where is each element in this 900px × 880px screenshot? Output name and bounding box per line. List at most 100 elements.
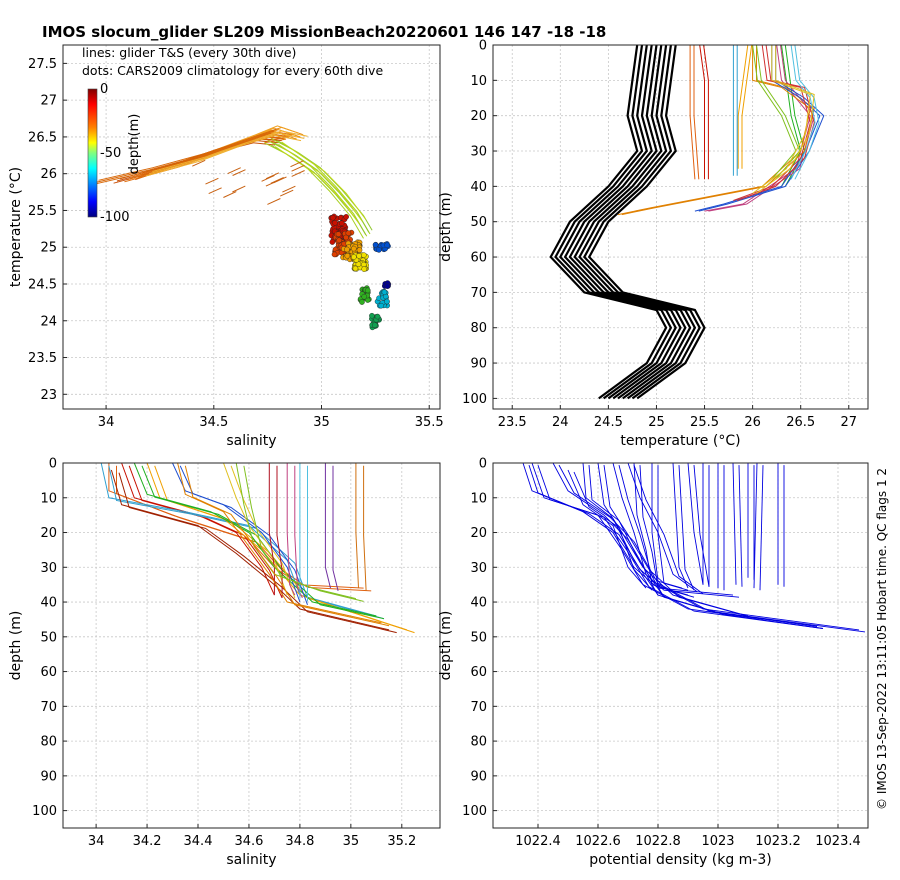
x-tick-label: 23.5	[498, 415, 527, 430]
climatology-dot	[336, 237, 342, 244]
density-profile	[672, 463, 689, 589]
climatology-dot	[376, 247, 382, 253]
density-profile	[627, 463, 698, 592]
glider-temperature-profile	[794, 45, 820, 180]
climatology-dot	[381, 289, 388, 296]
colorbar-tick-label: -100	[100, 210, 130, 225]
climatology-dot	[361, 266, 367, 272]
y-tick-label: 23	[40, 388, 57, 403]
climatology-profile	[558, 45, 677, 400]
x-tick-label: 25	[648, 415, 665, 430]
density-profile	[573, 471, 653, 591]
glider-ts-fragment	[291, 164, 305, 172]
density-profile	[678, 465, 695, 591]
climatology-dot	[384, 242, 390, 249]
x-tick-label: 24.5	[594, 415, 623, 430]
climatology-dot	[331, 251, 338, 258]
plot-content	[100, 463, 415, 634]
glider-ts-fragment	[290, 160, 304, 168]
density-profile	[687, 463, 704, 585]
salinity-profile	[128, 465, 283, 599]
y-tick-label: 24	[40, 314, 57, 329]
climatology-profile	[563, 45, 682, 400]
y-tick-label: 60	[40, 665, 57, 680]
salinity-profile	[154, 465, 415, 634]
climatology-dot	[384, 298, 390, 305]
glider-temperature-profile	[737, 45, 815, 201]
axes-frame	[62, 44, 441, 410]
y-tick-label: 20	[40, 526, 57, 541]
y-tick-label: 100	[462, 392, 487, 407]
glider-ts-fragment	[261, 174, 275, 182]
climatology-dot	[372, 242, 379, 248]
x-tick-label: 35.2	[387, 834, 416, 849]
axes-frame	[492, 462, 869, 829]
y-tick-label: 10	[470, 74, 487, 89]
glider-ts-fragment	[232, 169, 246, 176]
glider-ts-fragment	[205, 177, 219, 185]
climatology-dot	[343, 234, 349, 241]
glider-ts-fragment	[208, 187, 222, 195]
glider-temperature-profile	[781, 45, 802, 187]
climatology-dot	[361, 293, 368, 300]
glider-temperature-profile	[694, 45, 821, 212]
climatology-dot	[369, 312, 375, 319]
glider-temperature-profile	[689, 45, 696, 180]
y-tick-label: 90	[40, 769, 57, 784]
glider-ts-fragment	[223, 191, 237, 198]
density-profile	[732, 463, 737, 585]
glider-ts-fragment	[265, 179, 280, 187]
density-profile	[567, 469, 647, 589]
annotation-text: lines: glider T&S (every 30th dive)	[82, 45, 296, 60]
glider-ts-line	[95, 130, 275, 183]
x-axis-label: salinity	[226, 433, 276, 449]
climatology-profile	[578, 45, 697, 400]
x-axis-label: temperature (°C)	[620, 433, 740, 449]
y-tick-label: 20	[470, 526, 487, 541]
y-tick-label: 50	[470, 215, 487, 230]
y-tick-label: 100	[462, 804, 487, 819]
y-tick-label: 40	[40, 596, 57, 611]
climatology-dot	[364, 287, 371, 294]
climatology-profile	[568, 45, 687, 400]
salinity-profile	[332, 465, 339, 592]
salinity-profile	[243, 465, 364, 602]
x-tick-label: 1022.8	[635, 834, 681, 849]
glider-temperature-profile	[704, 45, 811, 212]
y-tick-label: 60	[470, 251, 487, 266]
climatology-profile	[582, 45, 701, 400]
ts-diagram-panel: lines: glider T&S (every 30th dive) dots:…	[8, 44, 444, 449]
salinity-profile	[177, 463, 382, 624]
y-tick-label: 70	[470, 286, 487, 301]
salinity-profile	[286, 463, 296, 596]
plot-content	[522, 463, 866, 633]
glider-ts-line	[281, 141, 367, 220]
y-tick-label: 25	[40, 241, 57, 256]
x-tick-label: 27	[840, 415, 857, 430]
x-tick-label: 1022.6	[575, 834, 621, 849]
density-profile	[759, 465, 764, 591]
climatology-dot	[384, 283, 391, 289]
climatology-dot	[359, 299, 365, 305]
x-tick-label: 1022.4	[515, 834, 561, 849]
glider-ts-fragment	[265, 172, 280, 180]
y-axis-label: depth (m)	[438, 192, 454, 262]
density-profile	[528, 464, 740, 598]
climatology-dot	[356, 247, 363, 253]
climatology-profile	[573, 45, 692, 400]
y-tick-label: 50	[40, 630, 57, 645]
glider-temperature-profile	[741, 45, 753, 169]
x-tick-label: 25.5	[690, 415, 719, 430]
glider-ts-fragment	[227, 167, 241, 175]
density-profile	[558, 464, 866, 633]
y-tick-label: 0	[49, 457, 57, 472]
climatology-dot	[344, 252, 351, 259]
climatology-dot	[332, 220, 338, 226]
density-profile	[693, 465, 710, 587]
x-tick-label: 26	[744, 415, 761, 430]
colorbar-tick-label: -50	[100, 146, 121, 161]
x-axis-label: salinity	[226, 852, 276, 868]
density-profile	[657, 465, 689, 591]
glider-temperature-profile	[699, 45, 705, 180]
